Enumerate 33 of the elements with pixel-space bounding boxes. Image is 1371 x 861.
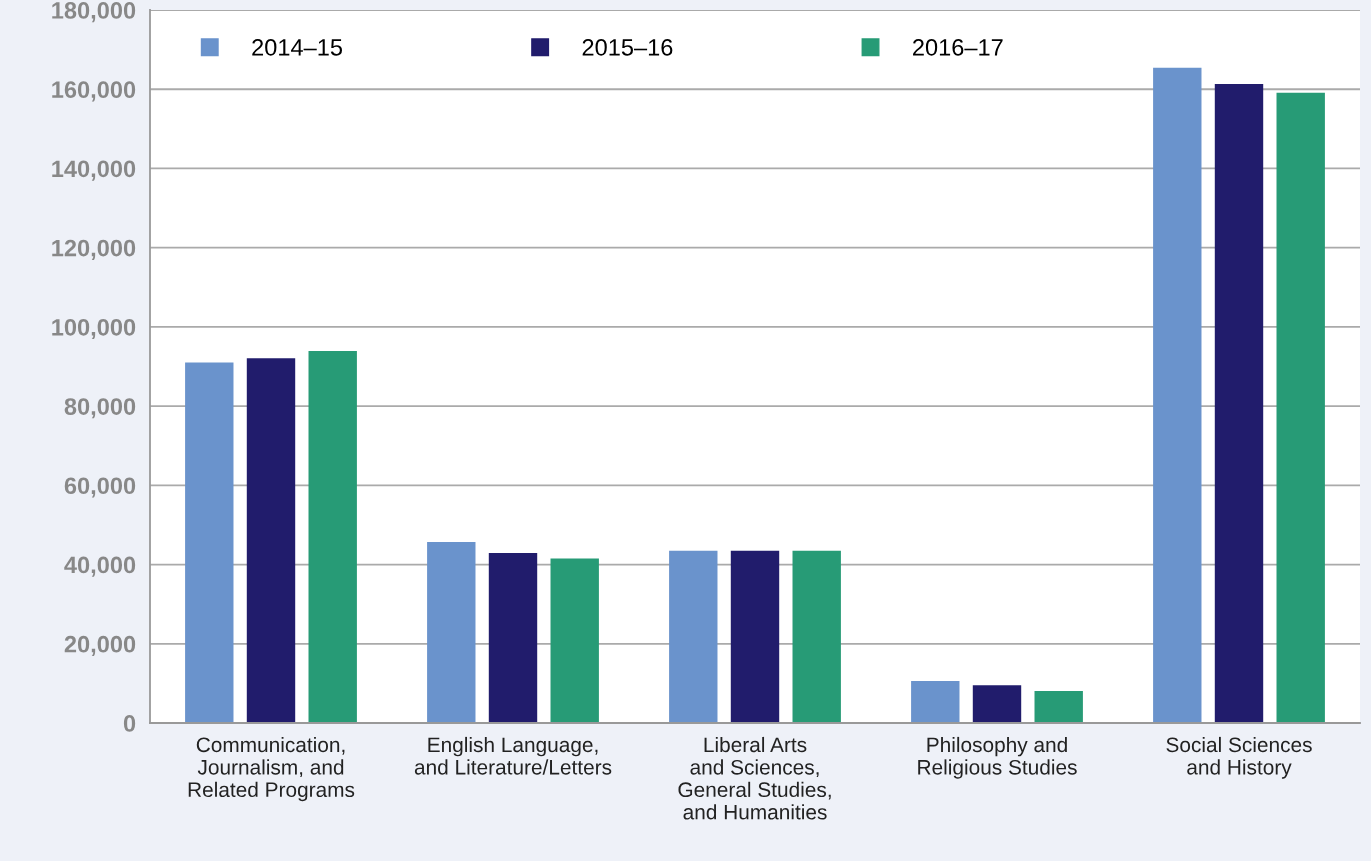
x-tick-label: Philosophy and Religious Studies	[918, 736, 1077, 779]
y-tick-label: 180,000	[52, 2, 136, 23]
bar	[1214, 84, 1264, 723]
bar	[972, 685, 1022, 723]
bar	[911, 681, 960, 723]
x-tick-label: Social Sciences and History	[1166, 736, 1312, 779]
y-tick-label: 160,000	[52, 81, 136, 102]
bar	[730, 550, 780, 723]
y-tick-label: 20,000	[64, 635, 136, 656]
legend-label: 2016–17	[913, 39, 1003, 56]
x-tick-label: Communication, Journalism, and Related Programs	[188, 736, 355, 802]
bar	[246, 358, 296, 723]
bar	[669, 550, 718, 723]
bar	[1276, 92, 1325, 723]
legend-label: 2014–15	[252, 39, 343, 56]
bar	[1153, 67, 1202, 723]
bar	[427, 541, 476, 723]
bar	[308, 351, 357, 723]
x-tick-label: English Language, and Literature/Letters	[414, 736, 612, 775]
bar	[185, 362, 234, 723]
x-tick-label: Liberal Arts and Sciences, General Studies, and Humanities	[678, 736, 831, 820]
bar	[1034, 690, 1083, 723]
bar	[488, 553, 538, 723]
y-tick-label: 40,000	[64, 556, 136, 577]
y-tick-label: 80,000	[64, 398, 136, 419]
bar	[792, 550, 841, 723]
y-tick-label: 120,000	[52, 239, 136, 260]
y-tick-label: 60,000	[64, 477, 136, 498]
y-tick-label: 140,000	[52, 160, 136, 181]
legend-label: 2015–16	[582, 39, 673, 56]
y-tick-label: 0	[123, 715, 136, 732]
y-tick-label: 100,000	[52, 318, 136, 340]
bar	[550, 558, 599, 723]
